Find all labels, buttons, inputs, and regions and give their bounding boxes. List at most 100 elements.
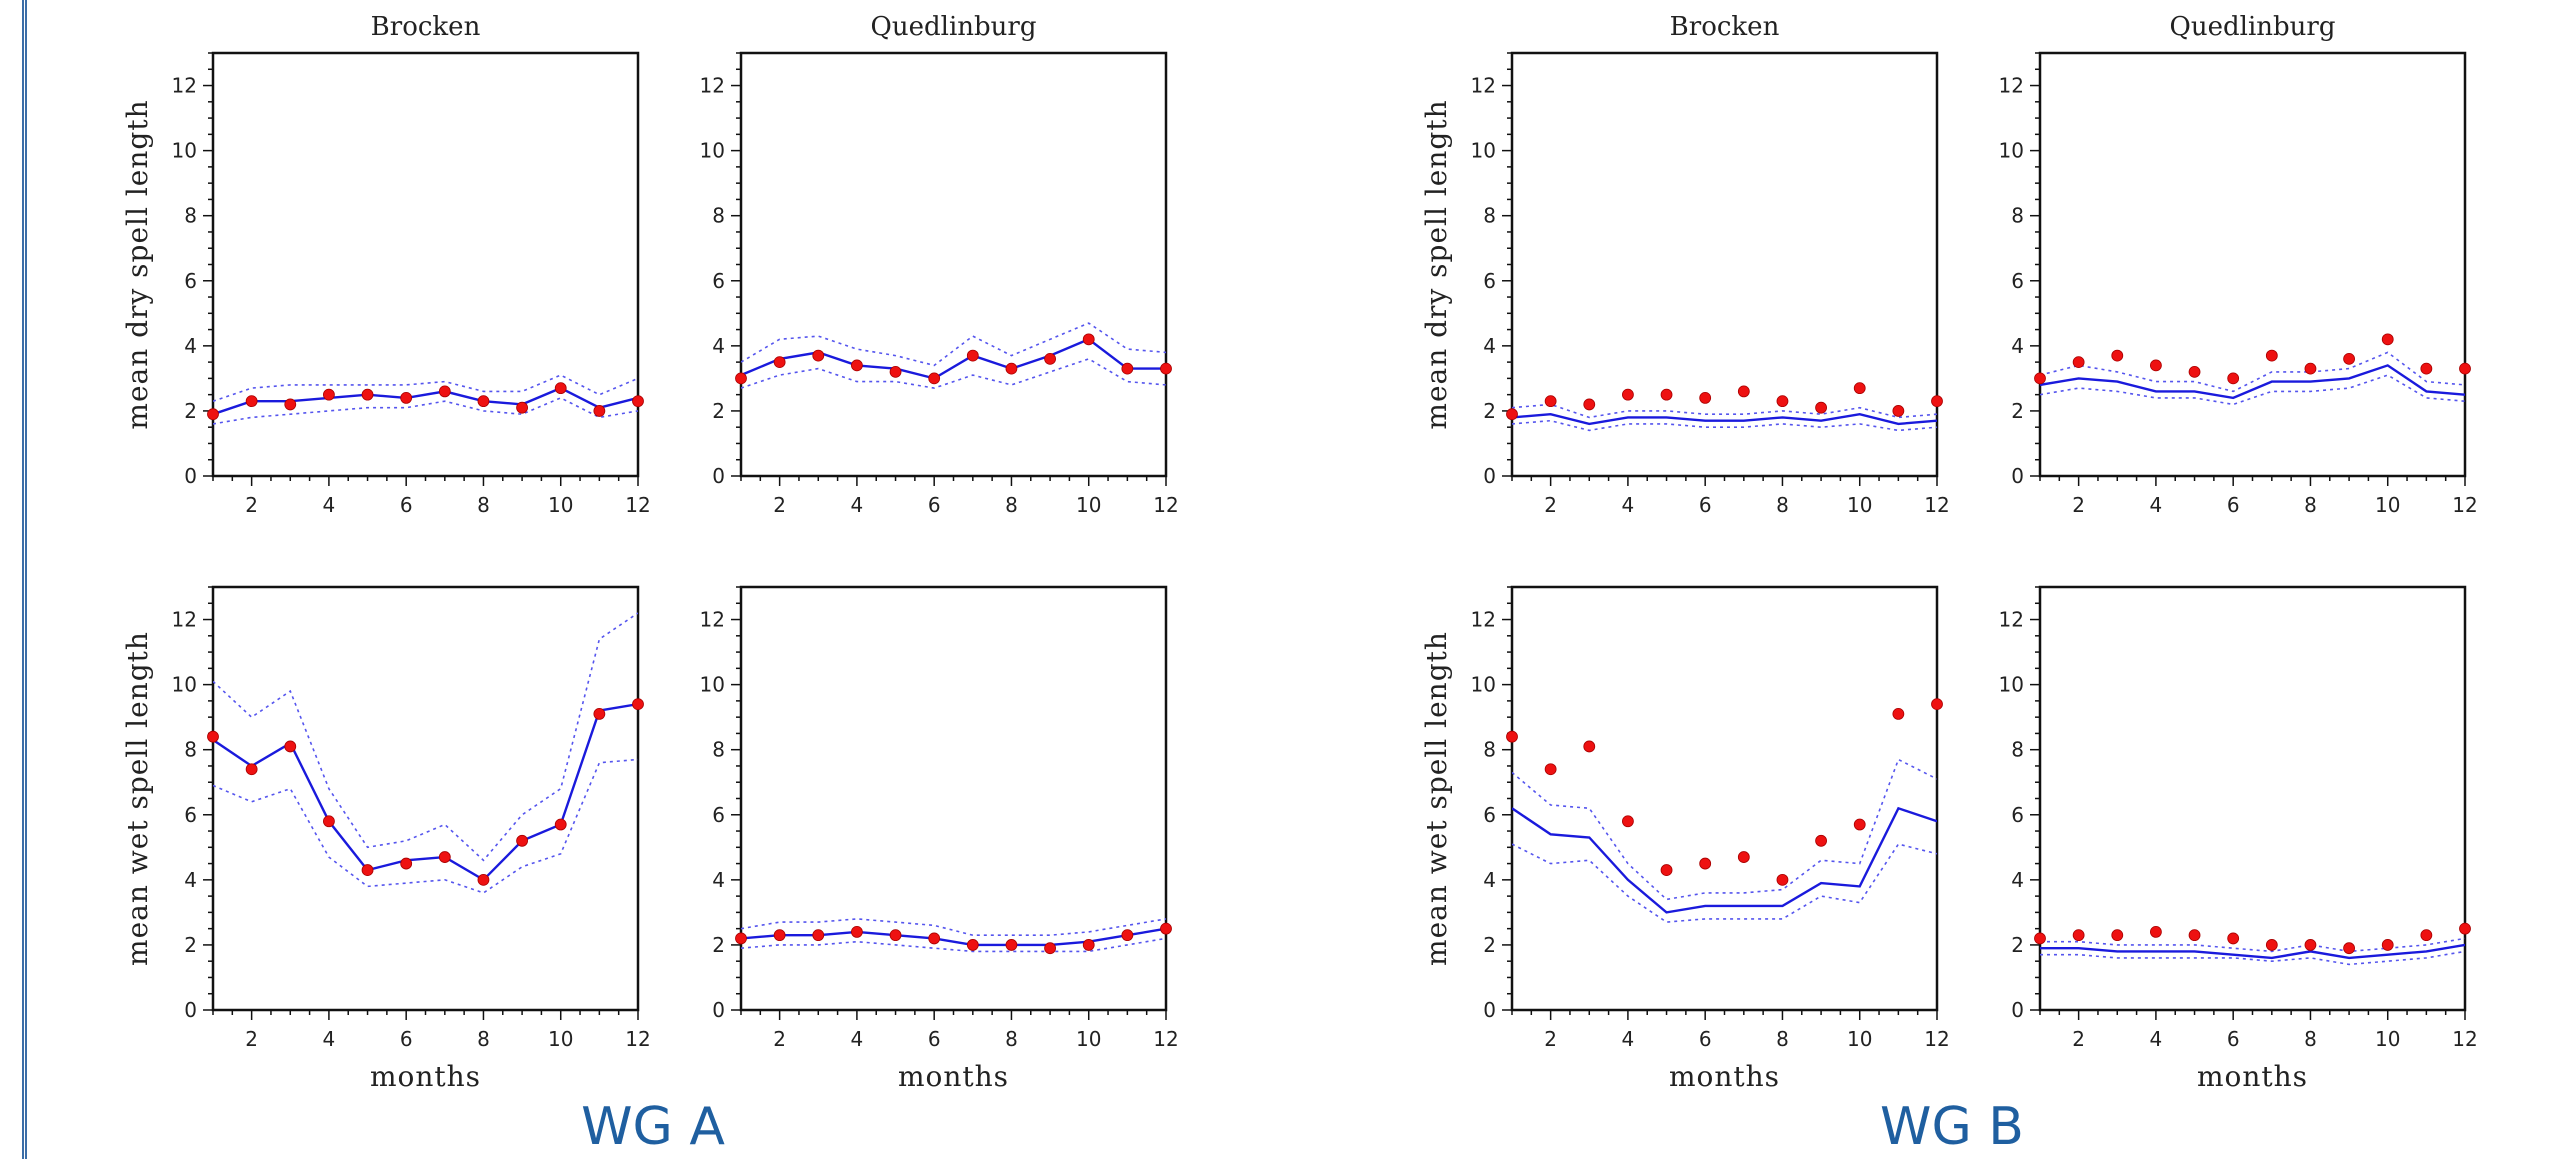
mean-line: [741, 337, 1166, 380]
x-tick-label: 10: [1847, 1027, 1872, 1051]
observed-point: [812, 929, 825, 942]
mean-line: [213, 386, 638, 416]
observed-point: [735, 932, 747, 945]
observed-point: [812, 349, 825, 362]
y-tick-label: 8: [184, 738, 197, 762]
series-layer: [2040, 351, 2465, 406]
y-tick-label: 12: [1999, 608, 2024, 632]
observed-point: [1737, 385, 1750, 398]
observed-point: [2343, 942, 2355, 955]
x-tick-label: 10: [1076, 1027, 1101, 1051]
observed-point: [1160, 362, 1172, 375]
observed-point: [2227, 372, 2240, 385]
observed-point: [2420, 362, 2433, 375]
x-tick-label: 2: [245, 493, 258, 517]
observed-point: [593, 708, 606, 720]
observed-point: [773, 356, 786, 369]
y-tick-label: 6: [184, 269, 197, 293]
y-tick-label: 12: [1471, 74, 1496, 98]
x-tick-label: 8: [1005, 493, 1018, 517]
y-tick-label: 6: [2011, 269, 2024, 293]
observed-point: [1506, 730, 1518, 743]
series-layer: [1512, 758, 1937, 923]
group-label-wg-b: WG B: [1880, 1097, 2024, 1157]
x-tick-label: 8: [1005, 1027, 1018, 1051]
band-line-upper: [2040, 351, 2465, 393]
group-label-wg-a: WG A: [581, 1097, 725, 1157]
observed-point: [1005, 362, 1018, 375]
observed-point: [2343, 352, 2355, 365]
y-tick-label: 10: [1471, 139, 1496, 163]
y-tick-label: 8: [2011, 204, 2024, 228]
observed-point: [2072, 929, 2085, 942]
observed-point: [207, 730, 219, 743]
observed-point: [1082, 939, 1095, 951]
observed-point: [2227, 932, 2240, 945]
x-tick-label: 4: [323, 1027, 336, 1051]
chart-panel-8: 0 2 4 6 8 10 12 2 4 6 8 10 12 months: [1999, 585, 2478, 1093]
chart-panel-1: 0 2 4 6 8 10 12 2 4 6 8 10 12 Brocken mean dry spell l…: [121, 12, 651, 517]
observed-point: [2188, 365, 2201, 378]
y-axis-label: mean dry spell length: [1420, 99, 1453, 429]
y-tick-label: 6: [2011, 803, 2024, 827]
observed-point: [632, 698, 644, 711]
y-tick-label: 10: [700, 673, 725, 697]
x-tick-label: 8: [2304, 493, 2317, 517]
observed-point: [1044, 942, 1056, 955]
y-tick-label: 2: [1483, 933, 1496, 957]
series-layer: [1512, 403, 1937, 432]
x-tick-label: 12: [625, 1027, 650, 1051]
plot-frame: [739, 585, 1168, 1012]
panels-layer: 0 2 4 6 8 10 12 2 4 6 8 10 12 Brocken mean dry spell l…: [121, 12, 2478, 1093]
x-tick-label: 10: [548, 1027, 573, 1051]
x-axis-label: months: [370, 1060, 481, 1093]
y-tick-label: 2: [184, 399, 197, 423]
y-tick-label: 10: [700, 139, 725, 163]
y-tick-label: 0: [1483, 464, 1496, 488]
band-line-upper: [213, 374, 638, 402]
band-line-upper: [1512, 403, 1937, 419]
x-tick-label: 6: [1699, 1027, 1712, 1051]
observed-point: [966, 939, 979, 951]
observed-point: [2150, 359, 2162, 372]
panel-title: Brocken: [1670, 12, 1780, 42]
plot-frame: [2038, 51, 2467, 478]
series-layer: [213, 374, 638, 425]
chart-panel-7: 0 2 4 6 8 10 12 2 4 6 8 10 12 mean wet spell length mo…: [1420, 585, 1950, 1093]
series-layer: [741, 918, 1166, 953]
x-tick-label: 4: [1622, 1027, 1635, 1051]
observed-point: [477, 873, 490, 886]
observed-point: [928, 372, 941, 385]
observed-point: [1044, 352, 1056, 365]
observed-point: [2381, 939, 2394, 951]
observed-point: [1583, 398, 1596, 411]
y-tick-label: 6: [712, 803, 725, 827]
observed-point: [632, 395, 644, 408]
band-line-lower: [741, 358, 1166, 389]
panel-title: Quedlinburg: [2170, 12, 2336, 42]
observed-point: [1082, 333, 1095, 346]
left-border-rule: [22, 0, 27, 1159]
y-tick-label: 8: [712, 204, 725, 228]
y-tick-label: 12: [172, 608, 197, 632]
y-tick-label: 12: [700, 608, 725, 632]
y-tick-label: 12: [172, 74, 197, 98]
x-tick-label: 4: [2150, 1027, 2163, 1051]
chart-panel-3: 0 2 4 6 8 10 12 2 4 6 8 10 12 mean wet spell length mo…: [121, 585, 651, 1093]
observed-point: [400, 857, 413, 870]
mean-line: [1512, 806, 1937, 914]
y-tick-label: 4: [2011, 868, 2024, 892]
observed-point: [554, 382, 567, 395]
y-tick-label: 0: [712, 464, 725, 488]
x-tick-label: 8: [477, 1027, 490, 1051]
observed-point: [2111, 349, 2124, 362]
observed-point: [2459, 922, 2471, 935]
observed-point: [516, 401, 528, 414]
observed-point: [1892, 708, 1905, 720]
x-tick-label: 2: [773, 493, 786, 517]
x-tick-label: 8: [1776, 493, 1789, 517]
x-tick-label: 10: [2375, 1027, 2400, 1051]
y-tick-label: 4: [1483, 868, 1496, 892]
x-tick-label: 8: [1776, 1027, 1789, 1051]
x-tick-label: 12: [2452, 493, 2477, 517]
